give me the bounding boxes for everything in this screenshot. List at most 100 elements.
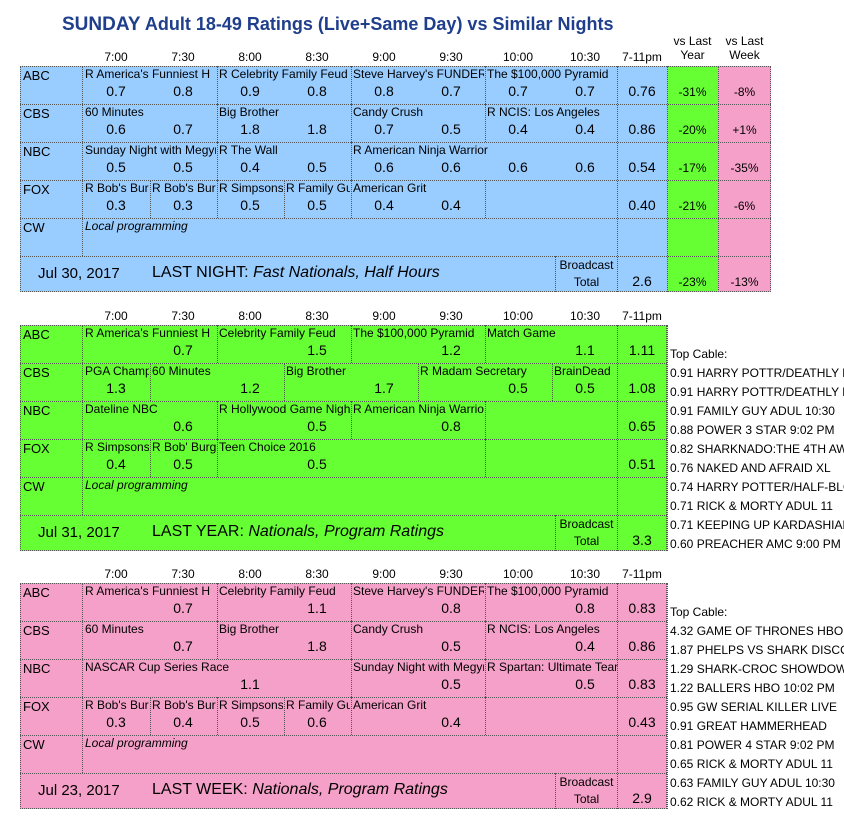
network-label: ABC <box>23 327 50 342</box>
broadcast-divider <box>555 515 556 551</box>
row-divider <box>20 256 771 257</box>
show-name: R Spartan: Ultimate Team <box>487 660 618 674</box>
top-cable-item: 0.81 POWER 4 STAR 9:02 PM <box>670 738 835 752</box>
top-cable-item: 0.91 FAMILY GUY ADUL 10:30 <box>670 404 835 418</box>
network-label: ABC <box>23 585 50 600</box>
rating-value: 0.4 <box>575 121 595 137</box>
vs-last-week-value: -8% <box>733 85 756 99</box>
show-name: PGA Championship <box>85 364 149 378</box>
show-divider <box>217 621 218 659</box>
time-header: 10:30 <box>569 309 601 323</box>
vs-last-week-header: vs Last <box>725 34 764 48</box>
vs-last-year-value: -21% <box>678 199 707 213</box>
column-divider <box>617 583 618 809</box>
broadcast-divider <box>555 773 556 809</box>
broadcast-label: Broadcast <box>559 258 614 272</box>
row-total: 0.54 <box>628 159 656 175</box>
rating-value: 0.5 <box>106 159 126 175</box>
rating-value: 0.5 <box>173 456 193 472</box>
rating-value: 0.8 <box>441 600 461 616</box>
rating-value: 0.8 <box>307 83 327 99</box>
rating-value: 0.5 <box>508 380 528 396</box>
column-divider <box>617 325 618 551</box>
show-name: R Bob's Burgers <box>152 698 216 712</box>
rating-value: 0.4 <box>240 159 260 175</box>
vs-last-week-value: -35% <box>730 161 759 175</box>
row-total: 0.83 <box>628 676 656 692</box>
time-header: 7:30 <box>171 567 195 581</box>
top-cable-item: 0.62 RICK & MORTY ADUL 11 <box>670 795 833 809</box>
rating-value: 1.8 <box>240 121 260 137</box>
show-name: The $100,000 Pyramid <box>487 67 609 81</box>
time-header: 7:00 <box>104 50 128 64</box>
vs-year-column <box>667 66 718 292</box>
top-cable-item: 0.71 RICK & MORTY ADUL 11 <box>670 499 833 513</box>
rating-value: 0.6 <box>575 159 595 175</box>
show-divider <box>217 325 218 363</box>
row-total: 1.11 <box>628 342 656 358</box>
rating-value: 0.5 <box>575 676 595 692</box>
show-divider <box>217 401 218 439</box>
rating-value: 0.3 <box>106 197 126 213</box>
show-name: R Bob's Burgers <box>85 181 149 195</box>
top-cable-item: 0.91 GREAT HAMMERHEAD <box>670 719 827 733</box>
top-cable-item: 0.65 RICK & MORTY ADUL 11 <box>670 757 833 771</box>
rating-value: 0.8 <box>441 418 461 434</box>
rating-value: 0.6 <box>508 159 528 175</box>
show-divider <box>485 439 486 477</box>
show-divider <box>150 697 151 735</box>
rating-value: 0.4 <box>106 456 126 472</box>
show-divider <box>284 363 285 401</box>
broadcast-vs-last-week: -13% <box>730 275 759 289</box>
broadcast-label: Broadcast <box>559 775 614 789</box>
network-label: CBS <box>23 365 50 380</box>
rating-value: 1.8 <box>307 638 327 654</box>
rating-value: 0.6 <box>307 714 327 730</box>
block-label: LAST NIGHT: Fast Nationals, Half Hours <box>152 264 440 282</box>
show-name: American Grit <box>353 181 427 195</box>
network-label: FOX <box>23 182 50 197</box>
network-divider <box>82 66 83 256</box>
row-divider <box>20 104 771 105</box>
rating-value: 0.5 <box>575 380 595 396</box>
network-label: CW <box>23 737 45 752</box>
top-cable-item: 0.60 PREACHER AMC 9:00 PM <box>670 537 841 551</box>
show-name: Local programming <box>85 478 188 492</box>
block-label-italic: Fast Nationals, Half Hours <box>253 264 440 281</box>
time-header: 7:30 <box>171 50 195 64</box>
broadcast-total-value: 2.9 <box>632 790 652 806</box>
time-header: 9:30 <box>439 309 463 323</box>
show-divider <box>217 142 218 180</box>
row-divider <box>20 621 667 622</box>
rating-value: 0.7 <box>508 83 528 99</box>
show-divider <box>351 66 352 104</box>
top-cable-item: 0.88 POWER 3 STAR 9:02 PM <box>670 423 835 437</box>
show-name: American Grit <box>353 698 427 712</box>
rating-value: 0.7 <box>173 121 193 137</box>
vs-week-column <box>718 66 771 292</box>
rating-value: 0.5 <box>173 159 193 175</box>
row-divider <box>20 735 667 736</box>
block-label-italic: Nationals, Program Ratings <box>248 523 444 540</box>
time-header: 10:00 <box>502 50 534 64</box>
rating-value: 1.7 <box>374 380 394 396</box>
show-name: The $100,000 Pyramid <box>487 584 609 598</box>
show-name: Big Brother <box>219 622 280 636</box>
show-divider <box>485 180 486 218</box>
top-cable-item: 1.22 BALLERS HBO 10:02 PM <box>670 681 835 695</box>
rating-value: 0.6 <box>441 159 461 175</box>
rating-value: 1.1 <box>240 676 260 692</box>
network-label: CW <box>23 479 45 494</box>
row-total: 0.65 <box>628 418 656 434</box>
time-header: 8:00 <box>238 567 262 581</box>
title-day: SUNDAY <box>62 14 141 35</box>
show-divider <box>351 583 352 621</box>
show-name: R Celebrity Family Feud <box>219 67 348 81</box>
time-header: 7:00 <box>104 309 128 323</box>
time-header: 9:30 <box>439 567 463 581</box>
show-name: 60 Minutes <box>152 364 211 378</box>
time-header: 9:00 <box>372 50 396 64</box>
rating-value: 0.6 <box>173 418 193 434</box>
show-name: Teen Choice 2016 <box>219 440 316 454</box>
vs-last-year-value: -31% <box>678 85 707 99</box>
